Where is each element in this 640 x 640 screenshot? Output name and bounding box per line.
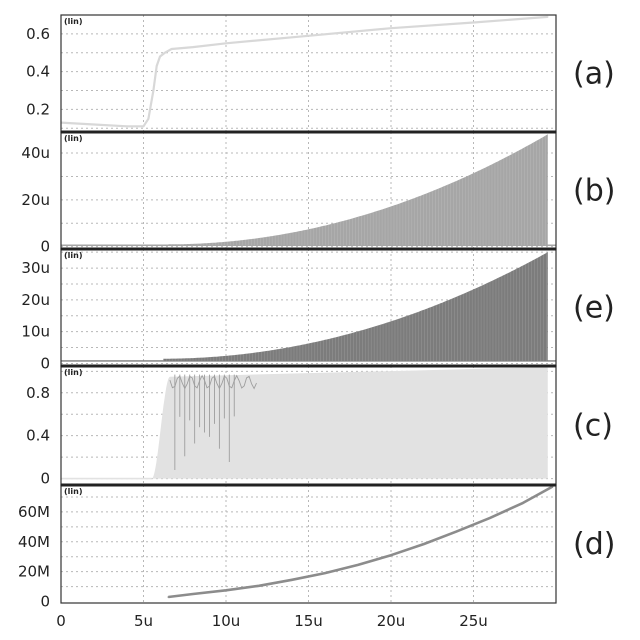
data-point bbox=[164, 52, 166, 54]
y-tick-label: 30u bbox=[21, 259, 50, 277]
y-tick-label: 0 bbox=[40, 354, 50, 372]
y-tick-label: 60M bbox=[18, 503, 50, 521]
data-point bbox=[258, 585, 260, 587]
y-tick-label: 0 bbox=[40, 238, 50, 256]
grid bbox=[61, 485, 556, 603]
grid bbox=[61, 15, 556, 132]
data-point bbox=[192, 593, 194, 595]
series bbox=[61, 367, 548, 479]
panel-c: (lin) 0 0.4 0.8 (c) bbox=[26, 366, 613, 488]
y-tick-label: 0.4 bbox=[26, 427, 50, 445]
data-point bbox=[547, 16, 549, 18]
y-tick-label: 0 bbox=[40, 470, 50, 488]
data-point bbox=[308, 35, 310, 37]
data-point bbox=[225, 590, 227, 592]
data-point bbox=[357, 564, 359, 566]
panel-a: (lin) 0.2 0.4 0.6 (a) bbox=[26, 15, 615, 132]
data-point bbox=[225, 43, 227, 45]
scale-tag: (lin) bbox=[64, 368, 83, 377]
panel-e: (lin) 0 10u 20u 30u (e) bbox=[21, 249, 614, 372]
data-point bbox=[126, 126, 128, 128]
data-point bbox=[153, 90, 155, 92]
x-tick-label: 25u bbox=[459, 612, 488, 630]
y-tick-label: 0.8 bbox=[26, 384, 50, 402]
data-point bbox=[456, 531, 458, 533]
figure: (lin) 0.2 0.4 0.6 (a) (lin) 0 20u 40u (b) (lin) 0 10… bbox=[0, 0, 640, 640]
data-point bbox=[156, 65, 158, 67]
y-tick-label: 10u bbox=[21, 323, 50, 341]
y-tick-label: 0.2 bbox=[26, 100, 50, 118]
panel-label: (d) bbox=[573, 527, 615, 562]
data-point bbox=[291, 579, 293, 581]
y-tick-label: 0.6 bbox=[26, 25, 50, 43]
series-line bbox=[61, 17, 548, 126]
data-point bbox=[324, 572, 326, 574]
data-point bbox=[522, 502, 524, 504]
data-point bbox=[93, 124, 95, 126]
panel-d: (lin) 0 20M 40M 60M (d) 0 5u 10u 15u 20u 25u bbox=[18, 485, 615, 630]
panel-label: (e) bbox=[573, 291, 615, 326]
data-point bbox=[148, 118, 150, 120]
x-tick-label: 5u bbox=[134, 612, 153, 630]
data-point bbox=[390, 554, 392, 556]
y-tick-label: 20u bbox=[21, 191, 50, 209]
data-point bbox=[423, 543, 425, 545]
x-tick-label: 0 bbox=[56, 612, 66, 630]
scale-tag: (lin) bbox=[64, 251, 83, 260]
panel-b: (lin) 0 20u 40u (b) bbox=[21, 132, 615, 256]
data-point bbox=[143, 126, 145, 128]
y-tick-label: 20u bbox=[21, 291, 50, 309]
data-point bbox=[159, 56, 161, 58]
series-area bbox=[152, 367, 548, 479]
panel-label: (b) bbox=[573, 174, 615, 209]
y-tick-label: 20M bbox=[18, 563, 50, 581]
series-area bbox=[168, 134, 548, 245]
data-point bbox=[171, 48, 173, 50]
x-tick-label: 10u bbox=[212, 612, 241, 630]
y-tick-label: 40M bbox=[18, 533, 50, 551]
scale-tag: (lin) bbox=[64, 134, 83, 143]
panel-label: (c) bbox=[573, 409, 613, 444]
scale-tag: (lin) bbox=[64, 17, 83, 26]
plot-frame bbox=[61, 15, 556, 132]
x-tick-label: 20u bbox=[377, 612, 406, 630]
data-point bbox=[192, 46, 194, 48]
data-point bbox=[473, 22, 475, 24]
series bbox=[167, 486, 553, 598]
scale-tag: (lin) bbox=[64, 487, 83, 496]
data-point bbox=[167, 596, 169, 598]
data-point bbox=[489, 517, 491, 519]
y-tick-label: 40u bbox=[21, 144, 50, 162]
series bbox=[60, 16, 548, 127]
x-tick-label: 15u bbox=[294, 612, 323, 630]
panel-label: (a) bbox=[573, 57, 615, 92]
y-tick-label: 0 bbox=[40, 593, 50, 611]
y-tick-label: 0.4 bbox=[26, 63, 50, 81]
data-point bbox=[390, 27, 392, 29]
